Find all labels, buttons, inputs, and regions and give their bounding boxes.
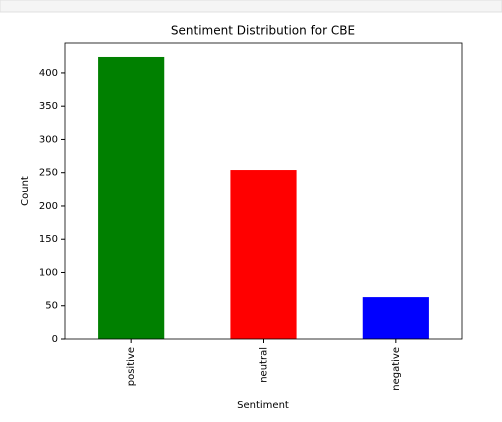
bar [98, 56, 165, 340]
y-tick-label: 0 [52, 334, 58, 345]
x-axis-label: Sentiment [237, 400, 289, 411]
x-tick-label: negative [391, 347, 402, 391]
x-tick-label: neutral [259, 347, 270, 383]
y-tick-label: 50 [45, 301, 58, 312]
y-tick-label: 200 [39, 201, 58, 212]
bar [230, 170, 297, 339]
y-tick-label: 350 [39, 101, 58, 112]
code-cell-strip [0, 0, 502, 13]
y-tick-label: 250 [39, 168, 58, 179]
y-axis-label: Count [20, 176, 31, 206]
y-tick-label: 300 [39, 134, 58, 145]
x-tick-label: positive [126, 347, 137, 386]
y-tick-label: 100 [39, 267, 58, 278]
y-tick-label: 400 [39, 68, 58, 79]
chart-title: Sentiment Distribution for CBE [171, 24, 355, 38]
plot-frame [64, 42, 463, 340]
bar [362, 297, 429, 339]
y-tick-label: 150 [39, 234, 58, 245]
